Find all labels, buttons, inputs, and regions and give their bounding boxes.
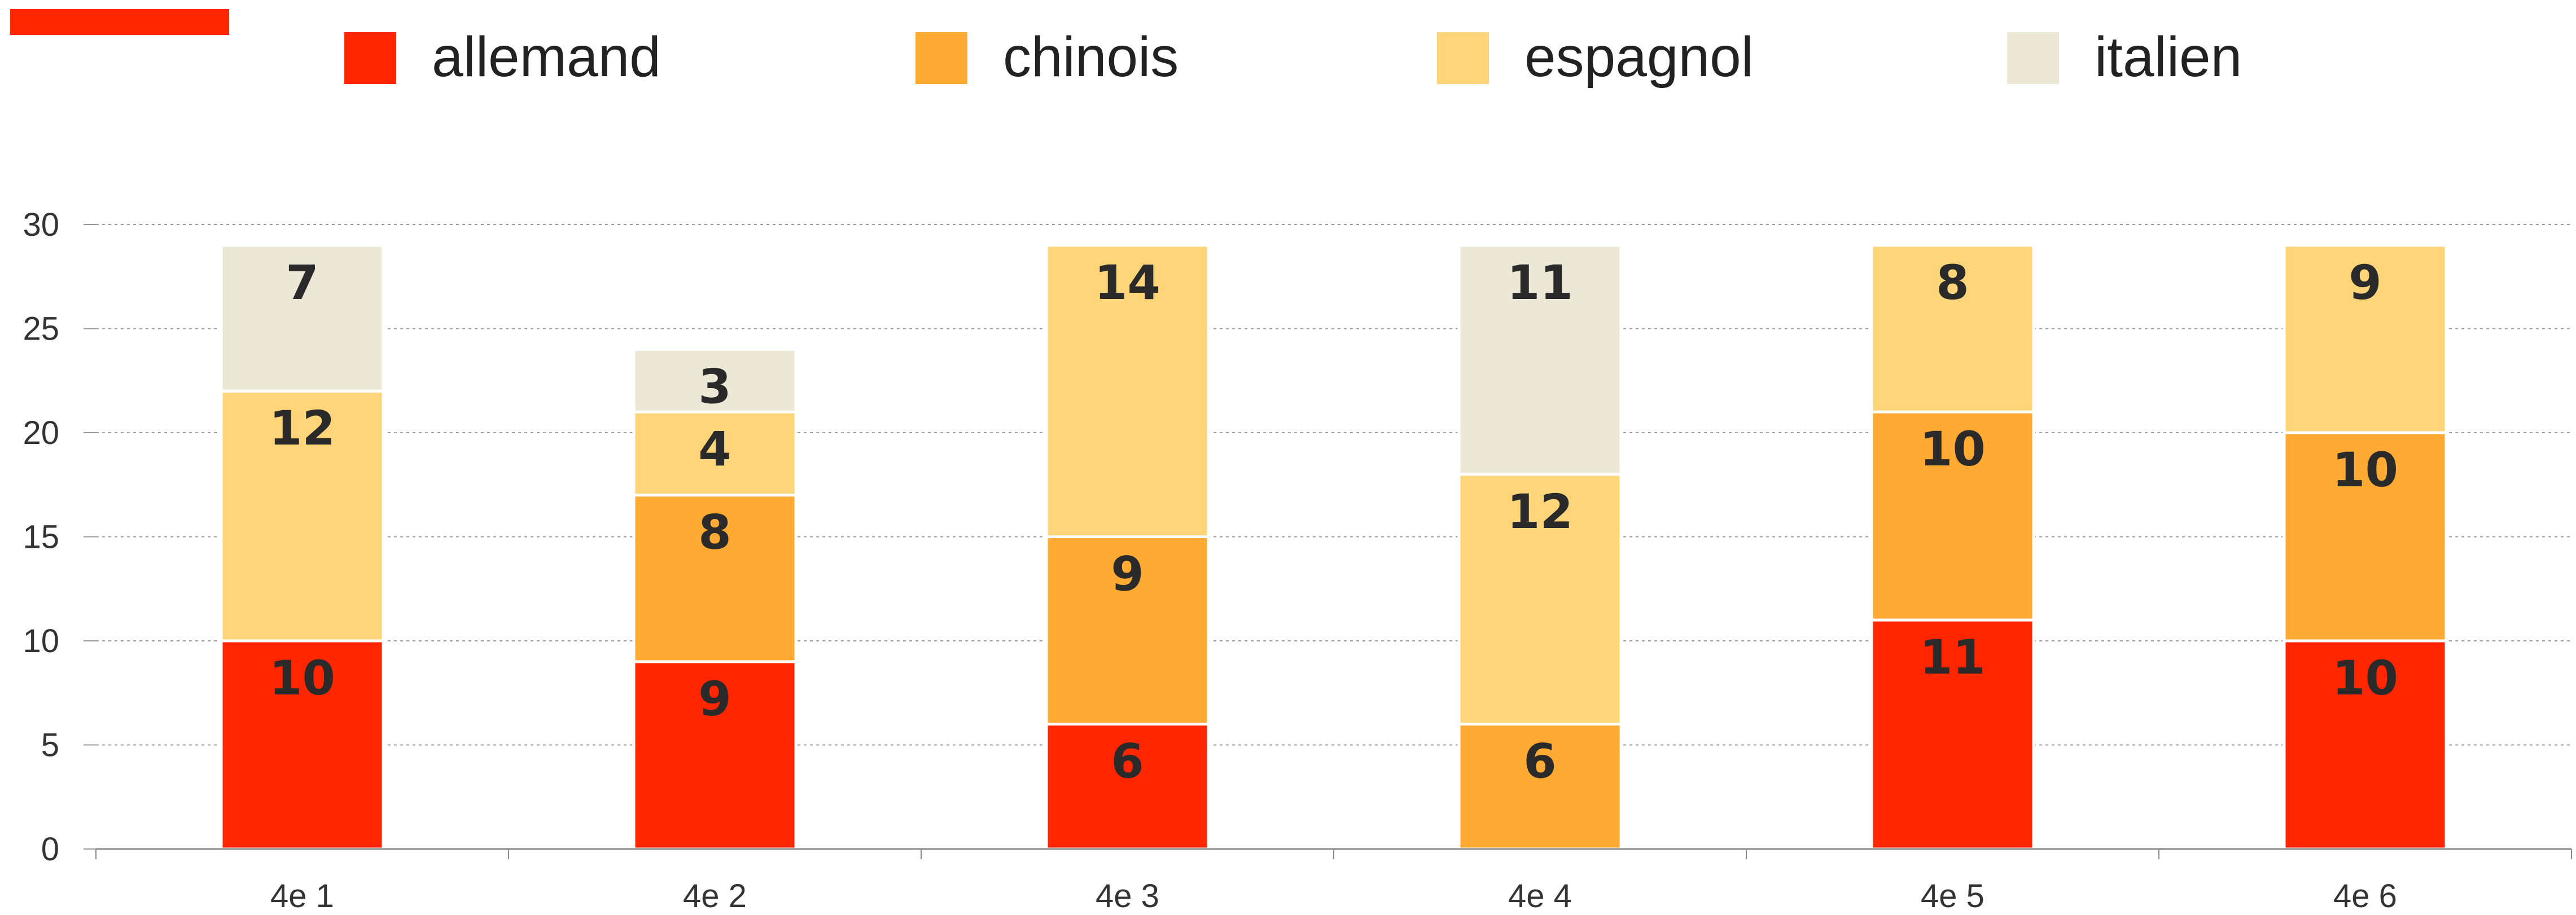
legend-swatch: [1437, 32, 1489, 84]
data-label-allemand: 9: [698, 671, 731, 727]
bar-segment-chinois: [632, 494, 798, 663]
data-label-espagnol: 9: [2349, 255, 2381, 310]
bar-group-4: 6 12 11: [1457, 244, 1623, 851]
y-tick-label: 5: [41, 727, 59, 764]
data-label-chinois: 10: [2332, 442, 2398, 498]
data-label-italien: 11: [1507, 255, 1573, 310]
bar-segment-allemand: [1045, 723, 1210, 851]
x-category-label: 4e 4: [1508, 878, 1572, 914]
y-tick-label: 25: [23, 311, 59, 347]
data-label-allemand: 11: [1920, 630, 1986, 685]
x-category-label: 4e 3: [1096, 878, 1159, 914]
y-tick-label: 20: [23, 415, 59, 451]
bar-segment-allemand: [2283, 639, 2448, 851]
data-label-chinois: 6: [1523, 734, 1556, 789]
legend-label: italien: [2095, 25, 2242, 89]
data-label-espagnol: 12: [1507, 484, 1573, 539]
bar-segment-chinois: [2283, 431, 2448, 643]
legend-label: espagnol: [1524, 25, 1754, 89]
data-label-espagnol: 12: [269, 401, 335, 456]
data-label-chinois: 9: [1111, 547, 1144, 602]
legend-item-chinois: chinois: [915, 25, 1179, 89]
data-label-chinois: 10: [1920, 421, 1986, 477]
bar-segment-espagnol: [1045, 244, 1210, 538]
legend: allemand chinois espagnol italien: [344, 25, 2242, 89]
legend-item-italien: italien: [2007, 25, 2242, 89]
bar-segment-espagnol: [220, 389, 385, 643]
data-label-italien: 3: [698, 359, 731, 414]
bar-segment-espagnol: [632, 410, 798, 497]
bar-segment-allemand: [1870, 618, 2035, 851]
y-tick-label: 10: [23, 623, 59, 659]
bar-segment-italien: [1457, 244, 1623, 476]
x-category-label: 4e 5: [1921, 878, 1984, 914]
gridlines: [96, 224, 2571, 746]
data-label-chinois: 8: [698, 505, 731, 560]
bar-segment-italien: [632, 347, 798, 413]
legend-label: chinois: [1003, 25, 1179, 89]
legend-item-espagnol: espagnol: [1437, 25, 1754, 89]
bar-segment-espagnol: [1457, 473, 1623, 726]
x-category-label: 4e 2: [683, 878, 747, 914]
x-axis: 4e 1 4e 2 4e 3 4e 4 4e 5 4e 6: [95, 848, 2572, 914]
y-tick-label: 0: [41, 831, 59, 868]
data-label-allemand: 10: [2332, 650, 2398, 706]
bar-group-3: 6 9 14: [1045, 244, 1210, 851]
y-axis: 0 5 10 15 20 25 30: [23, 206, 96, 868]
bar-group-2: 9 8 4 3: [632, 347, 798, 851]
bar-segment-allemand: [220, 639, 385, 851]
bars: 10 12 7 9 8 4 3 6 9 14 6 12 11 11 10 8 10 10 9: [220, 244, 2448, 851]
legend-swatch: [915, 32, 967, 84]
legend-label: allemand: [432, 25, 661, 89]
bar-segment-chinois: [1870, 410, 2035, 622]
data-label-allemand: 6: [1111, 734, 1144, 789]
data-label-allemand: 10: [269, 650, 335, 706]
bar-segment-espagnol: [2283, 244, 2448, 434]
top-left-accent-bar: [10, 9, 229, 35]
x-category-label: 4e 6: [2333, 878, 2397, 914]
bar-segment-italien: [220, 244, 385, 393]
legend-item-allemand: allemand: [344, 25, 661, 89]
bar-group-1: 10 12 7: [220, 244, 385, 851]
bar-segment-chinois: [1045, 535, 1210, 726]
y-tick-label: 30: [23, 206, 59, 243]
x-category-label: 4e 1: [270, 878, 334, 914]
y-tick-label: 15: [23, 519, 59, 556]
data-label-espagnol: 8: [1936, 255, 1969, 310]
data-label-espagnol: 14: [1094, 255, 1160, 310]
data-label-espagnol: 4: [698, 421, 731, 477]
data-label-italien: 7: [286, 255, 318, 310]
bar-group-5: 11 10 8: [1870, 244, 2035, 851]
bar-segment-espagnol: [1870, 244, 2035, 413]
legend-swatch: [2007, 32, 2059, 84]
legend-swatch: [344, 32, 396, 84]
bar-group-6: 10 10 9: [2283, 244, 2448, 851]
